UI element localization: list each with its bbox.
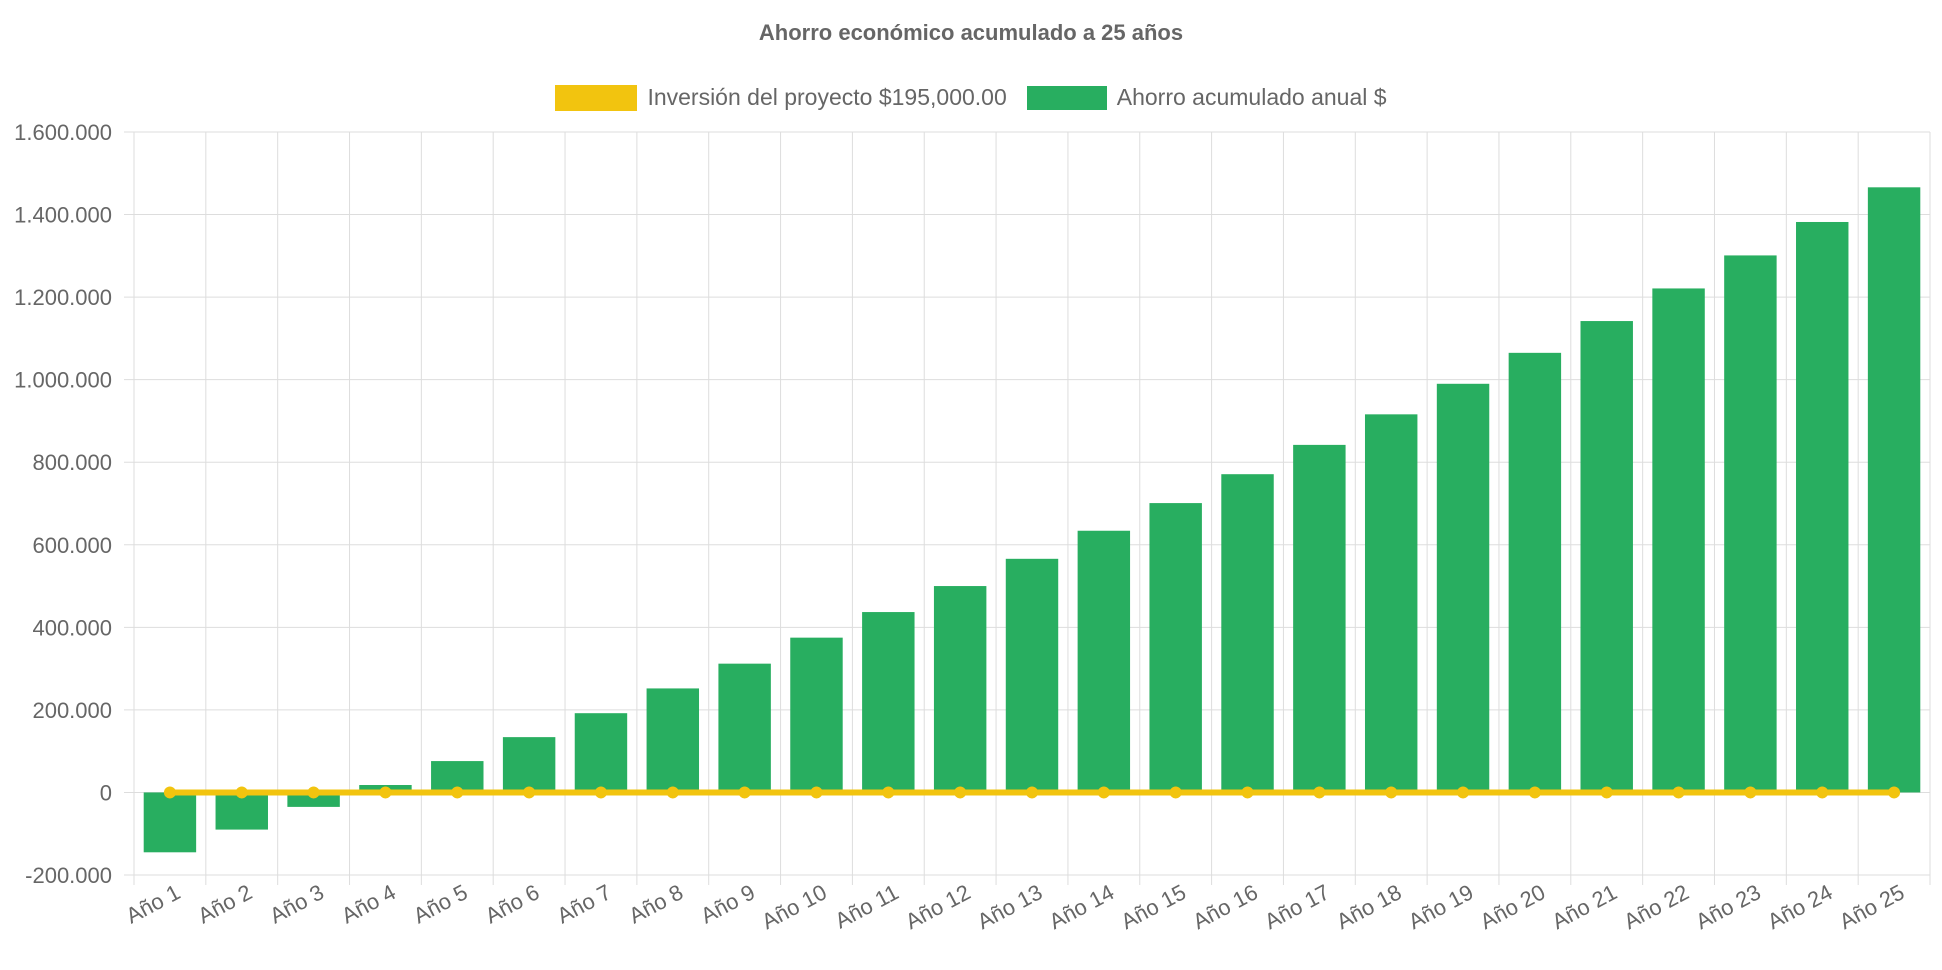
x-tick-label: Año 4 [337,879,400,928]
point-investment [738,786,751,799]
bar-savings [933,586,987,793]
x-tick-label: Año 8 [625,879,688,928]
y-tick-label: 1.000.000 [14,368,112,393]
point-investment [1600,786,1613,799]
chart-title: Ahorro económico acumulado a 25 años [758,20,1184,45]
bar-savings [1436,383,1490,793]
bar-savings [287,792,340,807]
bar-savings [1005,558,1059,793]
point-investment [882,786,895,799]
legend-label-investment: Inversión del proyecto $195,000.00 [647,84,1007,110]
x-tick-label: Año 18 [1332,879,1405,934]
point-investment [1169,786,1182,799]
y-tick-label: 600.000 [32,533,112,558]
point-investment [1097,786,1110,799]
point-investment [954,786,967,799]
bar-savings [1293,444,1346,793]
point-investment [163,786,176,799]
point-investment [1385,786,1398,799]
x-tick-label: Año 14 [1045,879,1118,934]
x-tick-label: Año 20 [1476,879,1549,934]
point-investment [810,786,823,799]
x-tick-label: Año 9 [696,879,759,928]
bar-savings [862,612,915,793]
bar-savings [1652,288,1705,793]
point-investment [1888,786,1901,799]
legend-swatch-savings [1026,85,1107,110]
y-tick-label: 400.000 [32,615,112,640]
bar-savings [1796,221,1849,793]
point-investment [1241,786,1254,799]
x-tick-label: Año 3 [265,879,328,928]
bar-savings [646,688,700,793]
bar-savings [574,713,628,793]
bar-savings [1580,321,1633,793]
legend-label-savings: Ahorro acumulado anual $ [1116,84,1387,110]
x-tick-label: Año 11 [831,879,903,933]
legend: Inversión del proyecto $195,000.00 Ahorr… [0,84,1942,111]
point-investment [1026,786,1038,799]
y-tick-label: -200.000 [25,863,112,888]
bar-savings [143,792,197,853]
point-investment [451,786,464,799]
bar-savings [790,637,843,793]
point-investment [307,786,320,799]
y-tick-label: 1.200.000 [14,285,112,310]
x-tick-label: Año 24 [1763,879,1836,934]
point-investment [379,786,392,799]
y-tick-label: 800.000 [32,450,112,475]
x-tick-label: Año 15 [1117,879,1190,934]
point-investment [1528,786,1541,799]
x-tick-label: Año 16 [1189,879,1262,934]
bar-savings [215,792,268,830]
y-tick-label: 200.000 [32,698,112,723]
bar-savings [1724,255,1777,793]
bar-savings [1077,530,1131,793]
x-tick-label: Año 5 [409,879,472,928]
x-tick-label: Año 17 [1260,879,1333,934]
x-tick-label: Año 21 [1548,879,1621,934]
legend-swatch-investment [555,84,638,111]
y-tick-label: 1.400.000 [14,203,112,228]
point-investment [1672,786,1685,799]
y-tick-label: 1.600.000 [14,120,112,145]
x-tick-label: Año 2 [194,879,257,928]
x-tick-label: Año 10 [758,879,831,934]
point-investment [1816,786,1829,799]
bar-savings [718,663,771,793]
point-investment [666,786,679,799]
bar-savings [502,737,556,793]
bar-savings [1867,187,1921,793]
x-tick-label: Año 25 [1835,879,1908,934]
bar-savings [1508,352,1562,793]
x-tick-label: Año 19 [1404,879,1477,934]
point-investment [594,786,607,799]
point-investment [523,786,536,799]
legend-item-investment[interactable]: Inversión del proyecto $195,000.00 [555,84,1007,111]
point-investment [1457,786,1470,799]
legend-item-savings[interactable]: Ahorro acumulado anual $ [1026,84,1387,111]
y-tick-label: 0 [100,780,112,805]
bar-savings [1149,503,1202,793]
point-investment [1744,786,1757,799]
x-tick-label: Año 13 [973,879,1046,934]
x-tick-label: Año 7 [553,879,616,928]
point-investment [235,786,248,799]
x-tick-label: Año 6 [481,879,544,928]
x-tick-label: Año 23 [1691,879,1764,934]
bar-savings [1221,474,1274,793]
x-tick-label: Año 22 [1620,879,1693,934]
x-tick-label: Año 12 [901,879,974,934]
point-investment [1313,786,1326,799]
bar-savings [1364,414,1418,793]
x-tick-label: Año 1 [122,879,185,928]
